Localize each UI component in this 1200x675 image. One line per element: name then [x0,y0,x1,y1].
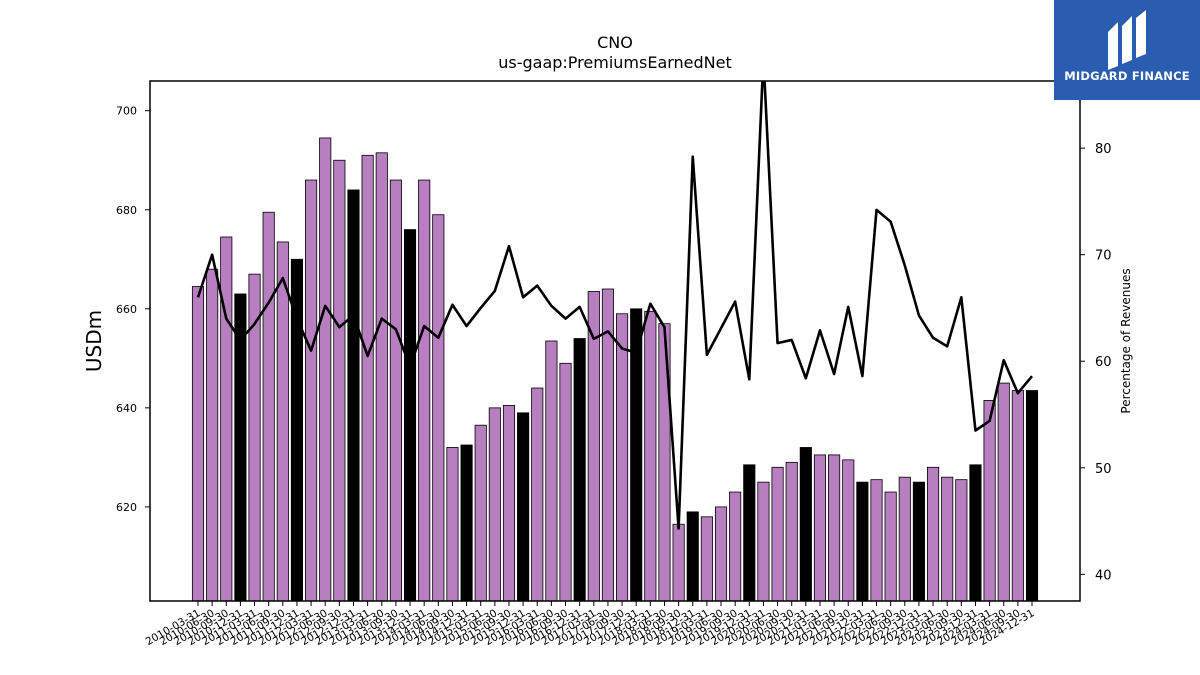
bar [997,382,1010,602]
bar [403,229,417,602]
bar [432,214,445,602]
bar [743,464,756,602]
bar [1025,390,1039,602]
bar [418,179,431,602]
bar [700,516,713,602]
bar [644,310,657,602]
y2-tick-label: 80 [1095,142,1112,157]
plot-frame [149,80,1081,602]
y-tick-label: 640 [116,402,137,415]
y-tick-label: 660 [116,303,137,316]
bar [460,444,473,602]
y-tick-label: 680 [116,204,137,217]
bar [446,447,459,602]
brand-logo: MIDGARD FINANCE [1054,0,1200,100]
bar [955,479,968,602]
bar [785,461,798,602]
chart-subtitle: us-gaap:PremiumsEarnedNet [498,53,732,72]
bar [813,454,827,602]
bar [771,466,784,602]
bar [729,491,742,602]
bar [531,387,544,602]
y2-tick-label: 50 [1095,462,1112,477]
bar [870,479,883,602]
bar [828,454,841,602]
bar [927,466,940,602]
bar [333,159,346,602]
y-tick-label: 620 [116,501,137,514]
bar [347,189,360,602]
bar [389,179,402,602]
bar [686,511,699,602]
bar [672,523,685,602]
bar [305,179,318,602]
bar [474,424,487,602]
percentage-line [196,81,1034,530]
plot-area: 62064066068070040506070802010-03-312010-… [116,80,1112,648]
bar [884,491,897,602]
bar [502,404,516,602]
bar [517,412,530,602]
bar [856,481,869,602]
bar [545,340,558,602]
bar [573,338,586,602]
bar [912,481,925,602]
bar [262,211,275,602]
y-axis-label: USDm [82,310,106,372]
bar [191,286,205,602]
bar [983,400,996,602]
bar [375,152,388,602]
brand-name: MIDGARD FINANCE [1064,69,1190,83]
bar [757,481,770,602]
y-tick-label: 700 [116,105,137,118]
bar [220,236,233,602]
bar [941,476,954,602]
bar [319,137,332,602]
bar [361,154,374,602]
bar [898,476,911,602]
bar [799,447,812,602]
bar [714,506,728,602]
bar [206,268,219,602]
y2-tick-label: 40 [1095,568,1112,583]
bar [616,313,629,602]
y2-tick-label: 60 [1095,355,1112,370]
y2-axis-label: Percentage of Revenues [1119,268,1133,413]
bar [488,407,501,602]
y2-tick-label: 70 [1095,249,1112,264]
bar [842,459,855,602]
bar [969,464,982,602]
bar [559,362,572,602]
bar [1011,390,1024,602]
bar [276,241,289,602]
logo-mark-icon [1108,10,1146,70]
chart-title: CNO [597,33,633,52]
